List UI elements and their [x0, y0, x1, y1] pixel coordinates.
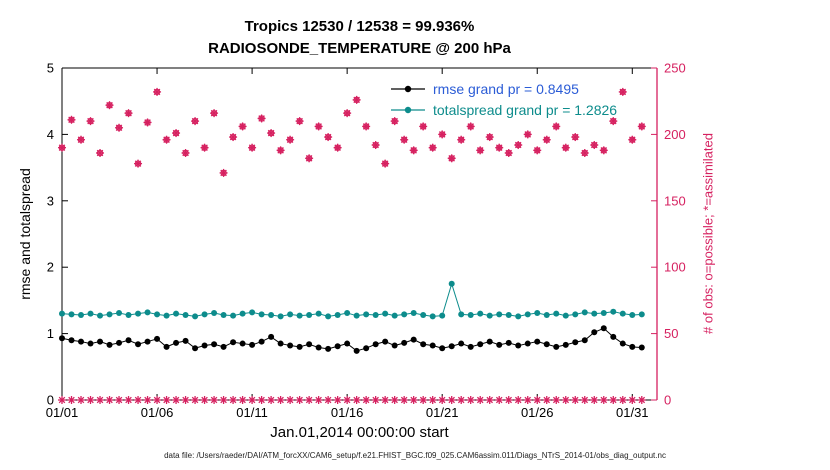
data-file-caption: data file: /Users/raeder/DAI/ATM_forcXX/… [164, 451, 666, 460]
right-axis-label: # of obs: o=possible; *=assimilated [700, 133, 716, 334]
left-axis-label: rmse and totalspread [17, 168, 33, 300]
svg-text:01/31: 01/31 [616, 405, 649, 420]
svg-text:100: 100 [664, 260, 686, 275]
svg-text:01/16: 01/16 [331, 405, 364, 420]
svg-text:150: 150 [664, 193, 686, 208]
svg-text:01/01: 01/01 [46, 405, 79, 420]
chart-title: Tropics 12530 / 12538 = 99.936% [244, 18, 475, 35]
x-axis-label: Jan.01,2014 00:00:00 start [270, 424, 449, 441]
svg-text:01/06: 01/06 [141, 405, 174, 420]
svg-text:3: 3 [47, 193, 54, 208]
svg-text:01/26: 01/26 [521, 405, 554, 420]
svg-text:01/21: 01/21 [426, 405, 459, 420]
legend-item-rmse: rmse grand pr = 0.8495 [390, 78, 617, 99]
svg-text:200: 200 [664, 127, 686, 142]
svg-text:4: 4 [47, 127, 54, 142]
svg-text:0: 0 [47, 393, 54, 408]
rmse-legend-label: rmse grand pr = 0.8495 [433, 80, 579, 97]
svg-text:250: 250 [664, 61, 686, 76]
svg-text:01/11: 01/11 [236, 405, 268, 420]
svg-text:0: 0 [664, 393, 671, 408]
svg-text:1: 1 [47, 326, 54, 341]
svg-text:2: 2 [47, 260, 54, 275]
legend-item-totalspread: totalspread grand pr = 1.2826 [390, 99, 617, 120]
legend: rmse grand pr = 0.8495 totalspread grand… [390, 78, 617, 120]
chart-subtitle: RADIOSONDE_TEMPERATURE @ 200 hPa [208, 40, 511, 57]
totalspread-line-sample-icon [391, 106, 425, 113]
rmse-line-sample-icon [391, 85, 425, 92]
totalspread-legend-label: totalspread grand pr = 1.2826 [433, 101, 618, 118]
svg-text:50: 50 [664, 326, 678, 341]
svg-text:5: 5 [47, 61, 54, 76]
